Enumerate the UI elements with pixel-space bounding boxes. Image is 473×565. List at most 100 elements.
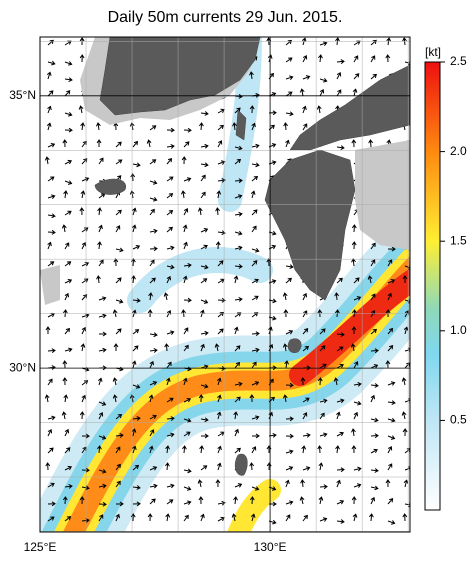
arrow bbox=[148, 292, 153, 301]
colorbar-unit: [kt] bbox=[425, 45, 441, 59]
arrow bbox=[149, 483, 158, 489]
arrow bbox=[251, 278, 259, 284]
arrow bbox=[131, 360, 137, 369]
arrow bbox=[387, 292, 392, 301]
arrow bbox=[285, 416, 294, 422]
arrow bbox=[64, 90, 71, 97]
arrow bbox=[353, 411, 359, 420]
arrow bbox=[319, 484, 328, 490]
arrow bbox=[302, 55, 308, 63]
arrow bbox=[353, 296, 362, 301]
arrow bbox=[47, 516, 55, 522]
arrow bbox=[166, 127, 175, 133]
arrow bbox=[98, 514, 104, 522]
arrow bbox=[387, 446, 393, 454]
arrow bbox=[232, 122, 237, 131]
arrow bbox=[234, 264, 243, 269]
arrow bbox=[166, 377, 171, 386]
arrow bbox=[115, 446, 121, 454]
arrow bbox=[234, 483, 243, 488]
arrow bbox=[217, 124, 224, 131]
arrow bbox=[149, 246, 158, 252]
arrow bbox=[166, 275, 172, 284]
arrow bbox=[319, 398, 328, 404]
arrow bbox=[149, 259, 155, 267]
arrow bbox=[183, 397, 192, 403]
arrow bbox=[47, 482, 55, 488]
arrow bbox=[98, 501, 107, 507]
arrow bbox=[353, 483, 362, 488]
arrow bbox=[387, 435, 396, 440]
arrow bbox=[251, 381, 260, 386]
arrow bbox=[149, 332, 158, 338]
arrow bbox=[302, 75, 311, 80]
arrow bbox=[47, 90, 54, 97]
arrow bbox=[336, 277, 343, 284]
arrow bbox=[149, 197, 158, 202]
arrow bbox=[351, 445, 357, 454]
title: Daily 50m currents 29 Jun. 2015. bbox=[108, 9, 343, 26]
arrow bbox=[112, 394, 118, 403]
arrow bbox=[81, 485, 90, 491]
arrow bbox=[149, 208, 155, 216]
arrow bbox=[98, 435, 107, 440]
arrow bbox=[47, 105, 52, 114]
arrow bbox=[197, 479, 203, 488]
arrow bbox=[403, 326, 409, 335]
arrow bbox=[353, 400, 362, 406]
arrow bbox=[115, 513, 120, 522]
arrow bbox=[216, 190, 222, 199]
arrow bbox=[318, 462, 324, 471]
arrow bbox=[47, 241, 52, 250]
map-frame bbox=[39, 36, 411, 533]
arrow bbox=[98, 296, 107, 301]
arrow bbox=[47, 348, 56, 354]
arrow bbox=[166, 245, 175, 251]
colorbar-label: 1.0 bbox=[450, 323, 467, 337]
arrow bbox=[233, 496, 238, 505]
arrow bbox=[115, 225, 121, 233]
arrow bbox=[402, 513, 408, 522]
arrow bbox=[115, 277, 122, 284]
arrow bbox=[131, 428, 137, 437]
arrow bbox=[132, 445, 137, 454]
arrow bbox=[80, 190, 86, 199]
arrow bbox=[81, 326, 87, 335]
arrow bbox=[385, 54, 391, 63]
arrow bbox=[79, 54, 85, 63]
arrow bbox=[233, 411, 239, 420]
arrow bbox=[149, 466, 158, 471]
arrow bbox=[166, 264, 175, 270]
arrow bbox=[319, 328, 326, 335]
arrow bbox=[333, 377, 339, 386]
arrow bbox=[183, 418, 192, 423]
arrow bbox=[47, 501, 56, 507]
arrow bbox=[370, 448, 378, 454]
arrow bbox=[81, 518, 90, 523]
arrow bbox=[319, 77, 328, 83]
arrow bbox=[149, 414, 157, 420]
arrow bbox=[403, 479, 409, 488]
arrow bbox=[385, 479, 391, 488]
arrow bbox=[97, 207, 102, 216]
arrow bbox=[367, 275, 373, 284]
arrow bbox=[131, 224, 137, 233]
arrow bbox=[370, 468, 379, 473]
arrow bbox=[285, 479, 290, 488]
arrow bbox=[251, 175, 259, 182]
arrow bbox=[234, 158, 242, 165]
arrow bbox=[163, 292, 169, 301]
arrow bbox=[336, 431, 344, 437]
arrow bbox=[285, 329, 294, 335]
arrow bbox=[132, 485, 141, 490]
arrow bbox=[132, 464, 140, 471]
arrow bbox=[97, 377, 103, 386]
arrow bbox=[47, 213, 56, 219]
arrow bbox=[351, 241, 357, 250]
arrow bbox=[180, 190, 186, 199]
arrow bbox=[198, 496, 204, 505]
arrow bbox=[200, 343, 205, 352]
arrow bbox=[166, 361, 172, 369]
arrow bbox=[97, 241, 102, 250]
arrow bbox=[217, 311, 225, 318]
